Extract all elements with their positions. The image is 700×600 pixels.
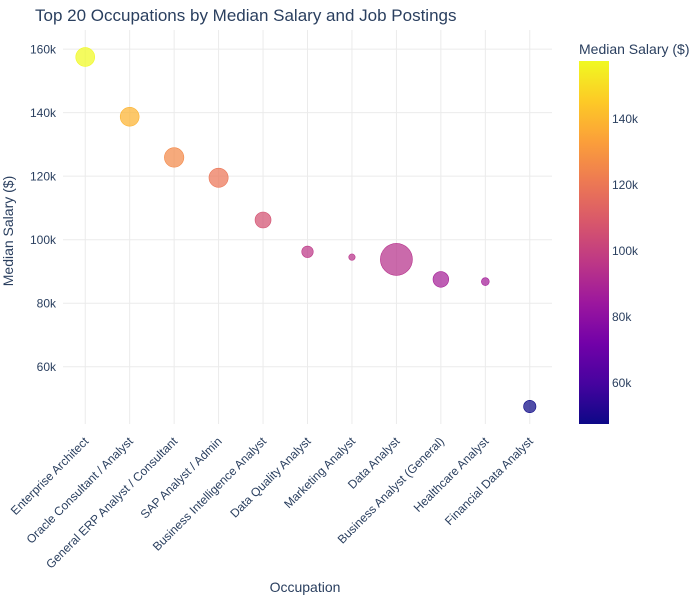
colorbar-tick-label: 100k [612,244,639,258]
colorbar-tick-label: 120k [612,178,639,192]
data-point [380,243,413,276]
y-tick-label: 140k [30,106,57,120]
x-tick-label: Data Quality Analyst [227,434,314,521]
y-tick-label: 120k [30,169,57,183]
y-tick-label: 160k [30,42,57,56]
colorbar: Median Salary ($) 60k 80k 100k 120k 140k [579,41,690,424]
y-tick-label: 60k [37,360,57,374]
x-tick-label: Healthcare Analyst [411,434,492,515]
data-point [75,47,95,67]
data-point [119,106,140,127]
y-tick-label: 100k [30,233,57,247]
colorbar-title: Median Salary ($) [579,41,690,57]
data-point [254,211,272,229]
chart-title: Top 20 Occupations by Median Salary and … [35,6,456,25]
data-point [432,271,450,288]
data-point [523,400,537,414]
data-point [301,245,314,258]
colorbar-tick-label: 80k [612,310,632,324]
x-tick-label: SAP Analyst / Admin [138,434,225,521]
data-point [164,147,185,168]
x-tick-label: Enterprise Architect [8,434,92,518]
colorbar-gradient [579,61,609,424]
data-point [348,253,356,261]
gridlines [63,30,552,424]
x-tick-label: Financial Data Analyst [442,434,536,528]
y-axis-ticks: 60k 80k 100k 120k 140k 160k [30,42,57,374]
data-point [208,167,229,188]
colorbar-ticks: 60k 80k 100k 120k 140k [612,112,639,390]
y-tick-label: 80k [37,296,57,310]
colorbar-tick-label: 60k [612,376,632,390]
data-point [481,277,490,286]
colorbar-tick-label: 140k [612,112,639,126]
y-axis-title: Median Salary ($) [0,176,16,287]
x-axis-title: Occupation [270,579,341,595]
data-points [75,47,537,414]
